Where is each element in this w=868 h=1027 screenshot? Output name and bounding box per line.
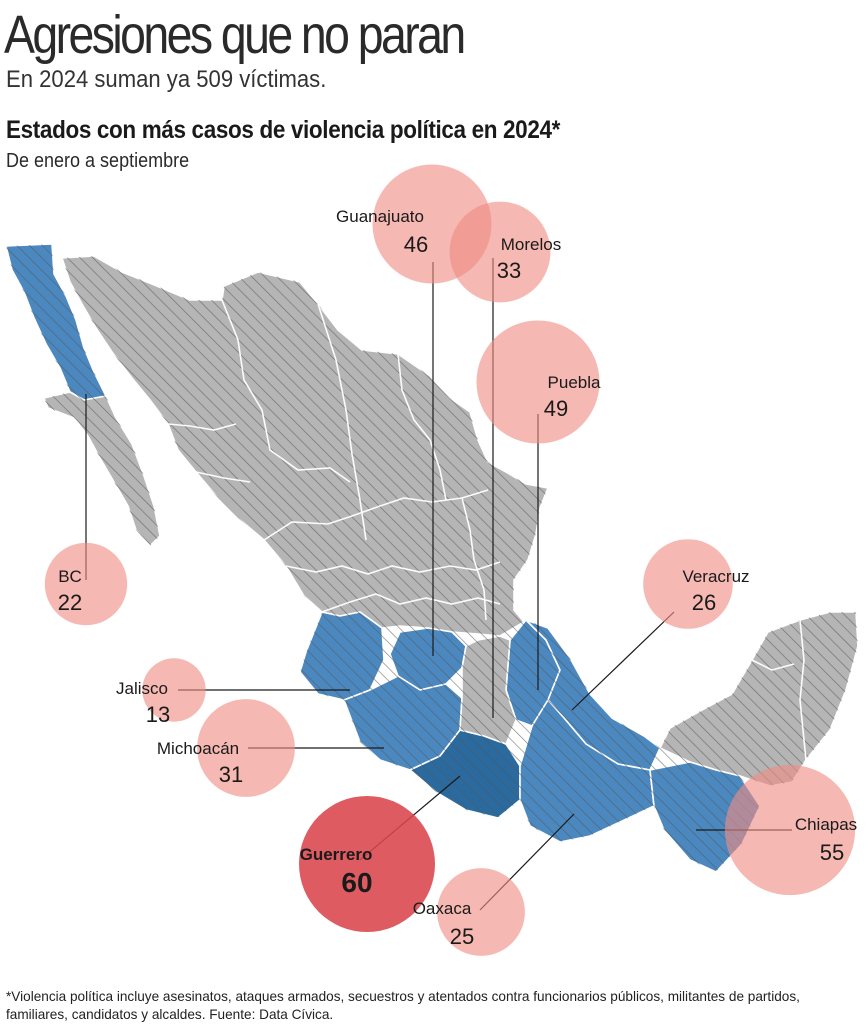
label-puebla: Puebla 49 <box>544 373 601 421</box>
label-chiapas-value: 55 <box>820 840 844 865</box>
label-veracruz-value: 26 <box>692 590 716 615</box>
label-morelos: Morelos 33 <box>497 235 561 283</box>
label-guanajuato-name: Guanajuato <box>336 207 424 226</box>
label-veracruz-name: Veracruz <box>682 567 749 586</box>
label-oaxaca: Oaxaca 25 <box>413 899 475 949</box>
label-chiapas: Chiapas 55 <box>795 815 857 865</box>
bubble-michoacan <box>197 699 295 797</box>
label-bc-value: 22 <box>58 590 82 615</box>
label-jalisco-name: Jalisco <box>116 679 168 698</box>
label-jalisco: Jalisco 13 <box>116 679 170 727</box>
bubble-bc <box>44 542 128 626</box>
label-guerrero: Guerrero 60 <box>300 845 373 898</box>
label-puebla-value: 49 <box>544 396 568 421</box>
deck: En 2024 suman ya 509 víctimas. <box>6 66 327 93</box>
bubble-guerrero <box>299 796 435 932</box>
label-michoacan: Michoacán 31 <box>157 739 243 787</box>
bubbles-layer <box>44 164 856 956</box>
label-puebla-name: Puebla <box>548 373 601 392</box>
label-michoacan-name: Michoacán <box>157 739 239 758</box>
label-veracruz: Veracruz 26 <box>682 567 749 615</box>
label-guanajuato-value: 46 <box>404 232 428 257</box>
label-oaxaca-name: Oaxaca <box>413 899 472 918</box>
leader-veracruz <box>571 611 675 711</box>
chart-title: Estados con más casos de violencia polít… <box>6 116 561 144</box>
label-jalisco-value: 13 <box>146 702 170 727</box>
label-guerrero-value: 60 <box>341 867 372 898</box>
label-guanajuato: Guanajuato 46 <box>336 207 428 257</box>
bubble-chiapas <box>724 764 856 896</box>
label-chiapas-name: Chiapas <box>795 815 857 834</box>
chart-subtitle: De enero a septiembre <box>6 150 190 172</box>
bubble-puebla <box>476 320 600 444</box>
label-bc: BC 22 <box>58 567 82 615</box>
label-morelos-name: Morelos <box>501 235 561 254</box>
label-bc-name: BC <box>58 567 82 586</box>
bubble-morelos <box>449 201 551 303</box>
map-hatching <box>6 244 858 872</box>
map-borders <box>167 299 807 761</box>
headline: Agresiones que no paran <box>4 5 466 65</box>
bubble-jalisco <box>142 658 206 722</box>
bubble-veracruz <box>643 539 733 629</box>
label-morelos-value: 33 <box>497 258 521 283</box>
bubble-oaxaca <box>437 868 525 956</box>
label-oaxaca-value: 25 <box>450 924 474 949</box>
label-michoacan-value: 31 <box>219 762 243 787</box>
labels-layer: Guanajuato 46 Morelos 33 Puebla 49 BC 22… <box>58 207 857 949</box>
footnote: *Violencia política incluye asesinatos, … <box>6 989 800 1022</box>
label-guerrero-name: Guerrero <box>300 845 373 864</box>
